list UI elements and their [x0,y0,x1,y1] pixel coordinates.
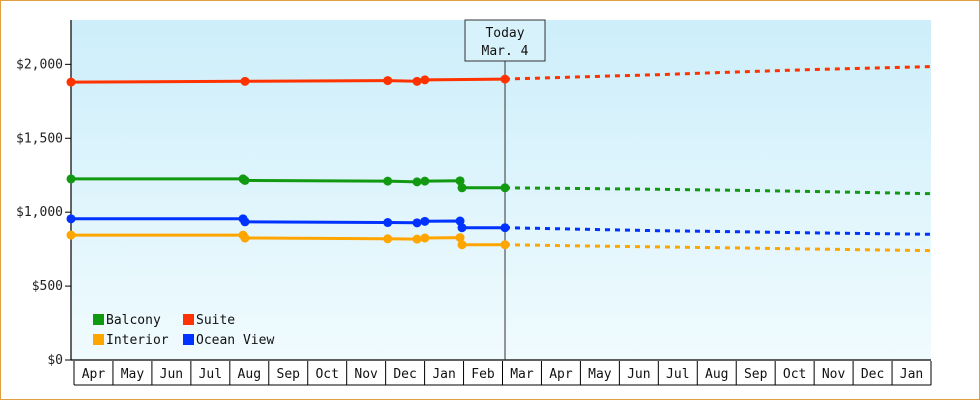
interior-data-point [500,240,510,250]
suite-data-point [383,76,393,86]
month-label: Jan [432,367,455,382]
month-label: May [121,367,145,382]
ocean-view-forecast-line [504,226,932,236]
month-label: Dec [393,367,416,382]
interior-data-point [420,233,430,243]
balcony-data-point [412,177,422,187]
month-label: Jul [199,367,222,382]
y-tick-label: $1,500 [16,131,63,146]
balcony-data-point [420,176,430,186]
month-label: Aug [705,367,728,382]
month-label: Oct [783,367,806,382]
ocean-view-data-point [383,218,393,228]
legend-label-ocean-view: Ocean View [196,333,274,348]
legend-swatch-ocean-view [183,334,194,345]
balcony-data-point [240,175,250,185]
month-label: Jun [160,367,183,382]
today-label: Today [485,26,524,41]
month-label: Nov [354,367,378,382]
balcony-data-point [457,183,467,193]
month-label: Mar [510,367,534,382]
interior-data-point [455,233,465,243]
interior-forecast-line [504,243,932,253]
plot-background [71,20,931,360]
balcony-data-point [66,174,76,184]
interior-data-point [457,240,467,250]
interior-data-point [383,234,393,244]
suite-forecast-line [504,65,932,81]
ocean-view-data-point [240,217,250,227]
today-date: Mar. 4 [482,44,529,59]
interior-data-point [412,234,422,244]
legend-label-balcony: Balcony [106,313,161,328]
ocean-view-data-point [412,218,422,228]
month-label: Dec [861,367,884,382]
month-label: Jan [900,367,923,382]
y-tick-label: $1,000 [16,205,63,220]
y-tick-label: $2,000 [16,57,63,72]
month-label: Oct [315,367,338,382]
ocean-view-data-point [66,214,76,224]
suite-data-point [240,76,250,86]
balcony-data-point [500,183,510,193]
y-tick-label: $500 [32,279,63,294]
suite-history-line [70,77,506,84]
ocean-view-data-point [457,223,467,233]
interior-data-point [66,230,76,240]
legend-label-suite: Suite [196,313,235,328]
interior-data-point [240,233,250,243]
suite-data-point [500,74,510,84]
balcony-forecast-line [504,186,932,196]
legend-swatch-suite [183,314,194,325]
month-label: Aug [238,367,261,382]
month-label: Sep [277,367,301,382]
legend-label-interior: Interior [106,333,169,348]
month-label: Jul [666,367,689,382]
month-label: Jun [627,367,650,382]
balcony-data-point [455,176,465,186]
month-label: Feb [471,367,495,382]
suite-data-point [66,77,76,87]
ocean-view-data-point [420,216,430,226]
balcony-data-point [383,176,393,186]
month-label: Nov [822,367,846,382]
today-box [464,19,546,62]
month-label: Sep [744,367,768,382]
suite-data-point [420,75,430,85]
ocean-view-data-point [500,223,510,233]
month-label: Apr [549,367,573,382]
legend-swatch-balcony [93,314,104,325]
suite-data-point [412,76,422,86]
legend-swatch-interior [93,334,104,345]
month-label: Apr [82,367,106,382]
month-label: May [588,367,612,382]
y-tick-label: $0 [47,353,63,368]
